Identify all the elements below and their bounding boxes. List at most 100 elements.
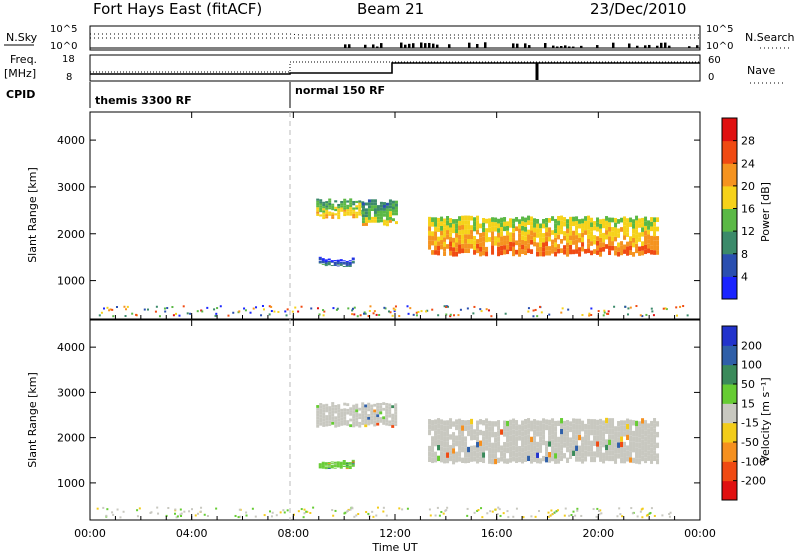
velocity-echo-cell bbox=[491, 453, 495, 459]
power-echo-cell bbox=[358, 213, 362, 216]
power-echo-cell bbox=[455, 242, 459, 248]
velocity-echo-cell bbox=[479, 451, 483, 457]
power-echo-speck bbox=[597, 310, 600, 313]
power-echo-cell bbox=[488, 237, 492, 242]
velocity-echo-cell bbox=[572, 450, 576, 456]
velocity-echo-speck bbox=[385, 514, 388, 517]
power-colorbar-label: Power [dB] bbox=[759, 182, 772, 242]
power-echo-cell bbox=[464, 224, 468, 230]
velocity-echo-cell bbox=[327, 465, 331, 467]
velocity-echo-cell bbox=[551, 429, 555, 435]
velocity-echo-cell bbox=[497, 425, 501, 431]
velocity-echo-cell bbox=[479, 456, 483, 463]
power-echo-cell bbox=[345, 264, 349, 266]
velocity-echo-cell bbox=[321, 461, 325, 463]
power-echo-cell bbox=[391, 206, 395, 210]
velocity-echo-cell bbox=[494, 453, 498, 459]
nsky-tick-bottom: 10^0 bbox=[50, 41, 77, 52]
nsky-bar bbox=[568, 46, 571, 48]
velocity-echoes bbox=[96, 402, 672, 519]
power-echo-cell bbox=[373, 219, 377, 223]
power-echo-cell bbox=[611, 217, 615, 223]
power-echo-cell bbox=[581, 223, 585, 229]
velocity-echo-cell bbox=[337, 421, 341, 425]
velocity-echo-speck bbox=[398, 507, 401, 510]
velocity-echo-cell bbox=[494, 421, 498, 427]
power-echo-speck bbox=[270, 305, 273, 308]
velocity-echo-cell bbox=[321, 466, 325, 468]
power-echo-cell bbox=[367, 216, 371, 220]
velocity-echo-cell bbox=[345, 466, 349, 468]
velocity-echo-speck bbox=[442, 512, 445, 515]
power-echo-cell bbox=[346, 204, 350, 207]
velocity-echo-cell bbox=[470, 445, 474, 452]
power-echo-cell bbox=[494, 222, 498, 227]
velocity-echo-cell bbox=[620, 425, 624, 432]
velocity-echo-cell bbox=[440, 440, 444, 447]
velocity-echo-cell bbox=[325, 423, 329, 427]
power-echo-cell bbox=[373, 202, 377, 206]
velocity-echo-cell bbox=[391, 405, 395, 409]
power-echo-cell bbox=[578, 237, 582, 243]
velocity-echo-cell bbox=[348, 462, 352, 464]
velocity-echo-cell bbox=[349, 412, 353, 416]
velocity-echo-cell bbox=[367, 416, 371, 420]
power-echo-cell bbox=[385, 205, 389, 209]
power-echo-cell bbox=[653, 250, 657, 255]
velocity-echo-cell bbox=[599, 445, 603, 452]
velocity-echo-cell bbox=[376, 417, 380, 420]
power-echo-cell bbox=[437, 227, 441, 232]
velocity-echo-cell bbox=[318, 467, 322, 469]
power-echo-speck bbox=[189, 312, 192, 315]
velocity-echo-cell bbox=[524, 424, 528, 430]
power-echo-cell bbox=[593, 249, 597, 254]
power-echo-cell bbox=[542, 237, 546, 243]
power-echo-cell bbox=[488, 218, 492, 224]
power-echo-cell bbox=[355, 207, 359, 210]
power-echo-cell bbox=[327, 261, 331, 263]
velocity-echo-cell bbox=[506, 436, 510, 443]
velocity-echo-cell bbox=[551, 439, 555, 446]
velocity-echo-cell bbox=[569, 437, 573, 443]
velocity-echo-cell bbox=[345, 463, 349, 465]
velocity-echo-cell bbox=[512, 439, 516, 446]
power-echo-cell bbox=[328, 198, 332, 201]
power-echo-cell bbox=[497, 223, 501, 229]
power-echo-cell bbox=[373, 211, 377, 214]
velocity-echo-cell bbox=[572, 423, 576, 430]
power-echo-cell bbox=[337, 214, 341, 217]
power-echo-cell bbox=[521, 221, 525, 226]
velocity-echo-speck bbox=[499, 514, 502, 517]
power-echo-speck bbox=[445, 306, 448, 309]
power-echo-cell bbox=[382, 219, 386, 223]
velocity-echo-cell bbox=[539, 442, 543, 448]
velocity-echo-cell bbox=[470, 451, 474, 457]
power-echo-speck bbox=[639, 314, 642, 317]
velocity-echo-cell bbox=[488, 453, 492, 459]
power-echo-speck bbox=[268, 313, 271, 316]
power-echo-speck bbox=[457, 314, 460, 317]
power-echo-cell bbox=[629, 250, 633, 256]
velocity-echo-cell bbox=[566, 430, 570, 437]
power-echo-cell bbox=[485, 251, 489, 257]
velocity-echo-cell bbox=[476, 458, 480, 464]
power-echo-cell bbox=[391, 212, 395, 216]
velocity-echo-cell bbox=[620, 431, 624, 437]
time-tick-label: 00:00 bbox=[684, 527, 716, 540]
power-echo-cell bbox=[318, 258, 322, 260]
velocity-echo-cell bbox=[569, 426, 573, 433]
power-echo-cell bbox=[458, 220, 462, 226]
velocity-echo-cell bbox=[379, 402, 383, 406]
power-echo-cell bbox=[524, 250, 528, 256]
power-echo-cell bbox=[345, 260, 349, 262]
velocity-echo-cell bbox=[650, 453, 654, 459]
power-echo-cell bbox=[336, 260, 340, 262]
velocity-echo-cell bbox=[340, 408, 344, 412]
power-echo-cell bbox=[647, 243, 651, 249]
velocity-echo-cell bbox=[635, 442, 639, 448]
power-echo-cell bbox=[566, 219, 570, 224]
power-echo-speck bbox=[447, 305, 450, 308]
velocity-echo-cell bbox=[324, 467, 328, 469]
power-echo-cell bbox=[349, 213, 353, 216]
velocity-echo-cell bbox=[650, 442, 654, 448]
